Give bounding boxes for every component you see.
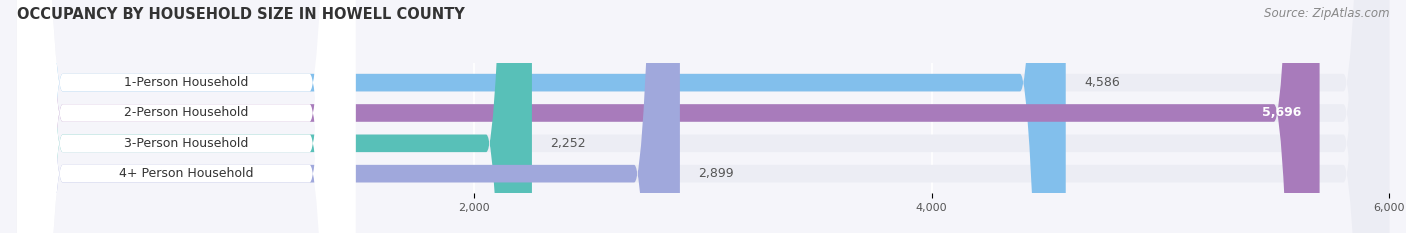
- FancyBboxPatch shape: [17, 0, 1320, 233]
- FancyBboxPatch shape: [17, 0, 1389, 233]
- FancyBboxPatch shape: [17, 0, 681, 233]
- Text: 2-Person Household: 2-Person Household: [124, 106, 249, 120]
- FancyBboxPatch shape: [17, 0, 1389, 233]
- FancyBboxPatch shape: [17, 0, 531, 233]
- Text: 4,586: 4,586: [1084, 76, 1119, 89]
- Text: 5,696: 5,696: [1263, 106, 1302, 120]
- Text: OCCUPANCY BY HOUSEHOLD SIZE IN HOWELL COUNTY: OCCUPANCY BY HOUSEHOLD SIZE IN HOWELL CO…: [17, 7, 464, 22]
- FancyBboxPatch shape: [17, 0, 356, 233]
- FancyBboxPatch shape: [17, 0, 1389, 233]
- FancyBboxPatch shape: [17, 0, 1389, 233]
- Text: 1-Person Household: 1-Person Household: [124, 76, 249, 89]
- Text: 2,252: 2,252: [550, 137, 586, 150]
- FancyBboxPatch shape: [17, 0, 356, 233]
- FancyBboxPatch shape: [17, 0, 356, 233]
- FancyBboxPatch shape: [17, 0, 1066, 233]
- Text: 2,899: 2,899: [699, 167, 734, 180]
- FancyBboxPatch shape: [17, 0, 356, 233]
- Text: 3-Person Household: 3-Person Household: [124, 137, 249, 150]
- Text: 4+ Person Household: 4+ Person Household: [120, 167, 253, 180]
- Text: Source: ZipAtlas.com: Source: ZipAtlas.com: [1264, 7, 1389, 20]
